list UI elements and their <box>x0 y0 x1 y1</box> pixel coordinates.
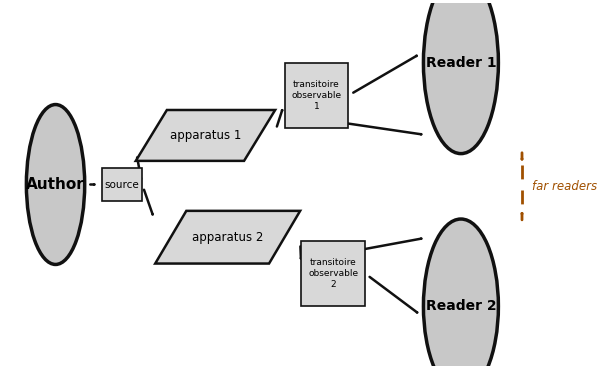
Text: transitoire
observable
1: transitoire observable 1 <box>292 80 342 111</box>
Polygon shape <box>155 211 300 263</box>
Text: Reader 1: Reader 1 <box>426 56 496 70</box>
Ellipse shape <box>27 104 85 265</box>
FancyBboxPatch shape <box>102 168 142 201</box>
Text: transitoire
observable
2: transitoire observable 2 <box>308 258 358 289</box>
Ellipse shape <box>423 219 498 369</box>
Text: Reader 2: Reader 2 <box>426 299 496 313</box>
Text: apparatus 2: apparatus 2 <box>192 231 263 244</box>
FancyBboxPatch shape <box>284 63 349 128</box>
Text: Author: Author <box>26 177 85 192</box>
Text: apparatus 1: apparatus 1 <box>170 129 241 142</box>
Text: source: source <box>105 179 140 190</box>
Text: far readers: far readers <box>532 180 597 193</box>
Ellipse shape <box>423 0 498 154</box>
Polygon shape <box>136 110 275 161</box>
FancyBboxPatch shape <box>301 241 365 306</box>
